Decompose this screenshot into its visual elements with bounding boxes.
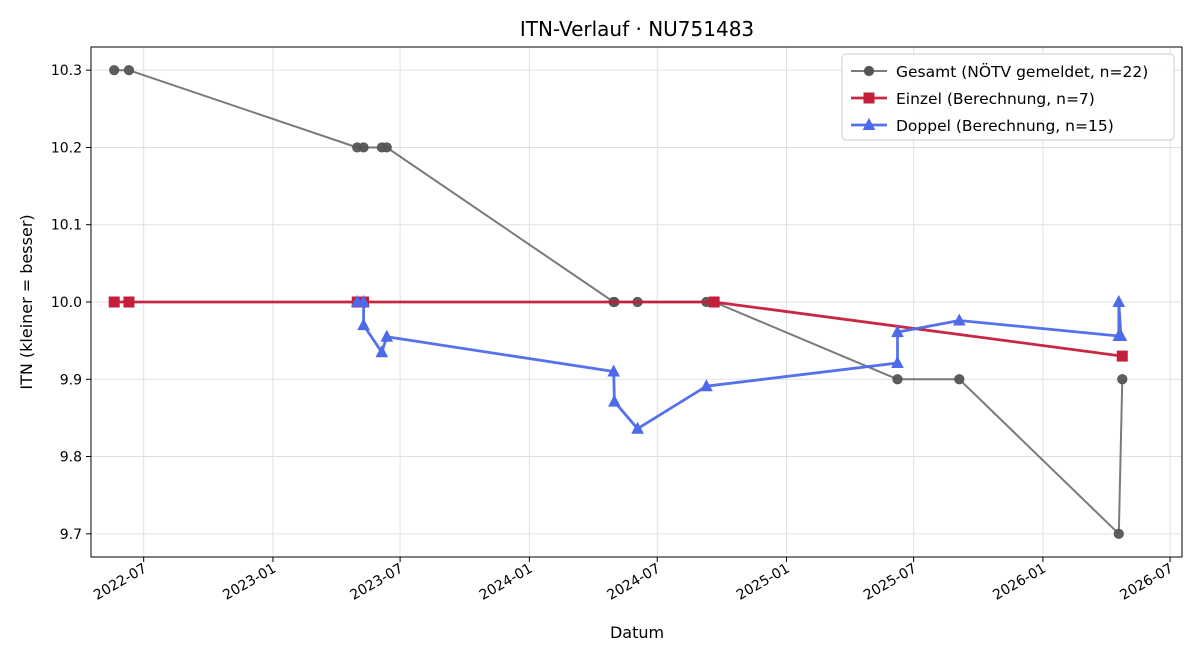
x-tick-label: 2023-01 [220,561,279,604]
series-triangle [350,294,1128,434]
chart-title: ITN-Verlauf · NU751483 [520,17,754,41]
data-point [708,296,720,308]
x-tick-label: 2024-01 [477,561,536,604]
data-point [631,421,644,434]
data-point [1113,528,1124,539]
x-tick-label: 2022-07 [91,561,150,604]
data-point [1116,350,1128,362]
data-point [108,296,120,308]
legend-box [841,53,1175,141]
data-point [381,142,392,153]
series-line [114,300,1123,358]
data-point [358,142,369,153]
data-point [891,325,904,338]
data-point [608,394,621,407]
data-point [123,296,135,308]
legend-label: Gesamt (NÖTV gemeldet, n=22) [896,62,1148,81]
series-markers [108,296,1128,362]
legend-marker [863,92,875,104]
data-point [1117,374,1128,385]
data-point [1112,294,1126,307]
data-point [700,379,713,392]
legend: Gesamt (NÖTV gemeldet, n=22) Einzel (Bere… [841,53,1175,141]
x-tick-label: 2024-07 [605,561,664,604]
data-point [375,345,389,358]
y-tick-label: 10.1 [51,218,82,234]
y-axis: 9.7 9.8 9.9 10.0 10.1 10.2 10.3 [51,63,91,543]
data-point [357,318,370,331]
data-point [892,374,903,385]
legend-label: Doppel (Berechnung, n=15) [896,117,1114,135]
data-point [952,313,966,326]
data-point [607,364,620,377]
y-tick-label: 10.0 [51,295,82,311]
data-point [380,329,394,342]
y-tick-label: 9.7 [60,527,82,543]
y-axis-label: ITN (kleiner = besser) [17,214,36,389]
x-tick-label: 2025-07 [861,561,920,604]
series-layer [108,65,1128,539]
x-axis: 2022-07 2023-01 2023-07 2024-01 2024-07 2025-… [91,557,1176,604]
x-axis-label: Datum [610,623,664,642]
x-tick-label: 2025-01 [734,561,793,604]
legend-marker [863,65,875,77]
data-point [1114,328,1128,341]
legend-marker [862,117,876,130]
y-tick-label: 9.8 [60,450,82,466]
data-point [954,374,965,385]
series-markers [350,294,1128,434]
data-point [123,65,135,76]
data-point [357,294,370,307]
series-square [108,296,1128,362]
y-tick-label: 9.9 [60,372,82,388]
x-tick-label: 2026-07 [1117,561,1176,604]
series-line [357,300,1123,431]
legend-label: Einzel (Berechnung, n=7) [896,90,1095,108]
data-point [891,355,904,369]
y-tick-label: 10.2 [51,140,82,156]
data-point [109,65,120,76]
x-tick-label: 2026-01 [990,561,1049,604]
y-tick-label: 10.3 [51,63,82,79]
x-tick-label: 2023-07 [347,561,406,604]
